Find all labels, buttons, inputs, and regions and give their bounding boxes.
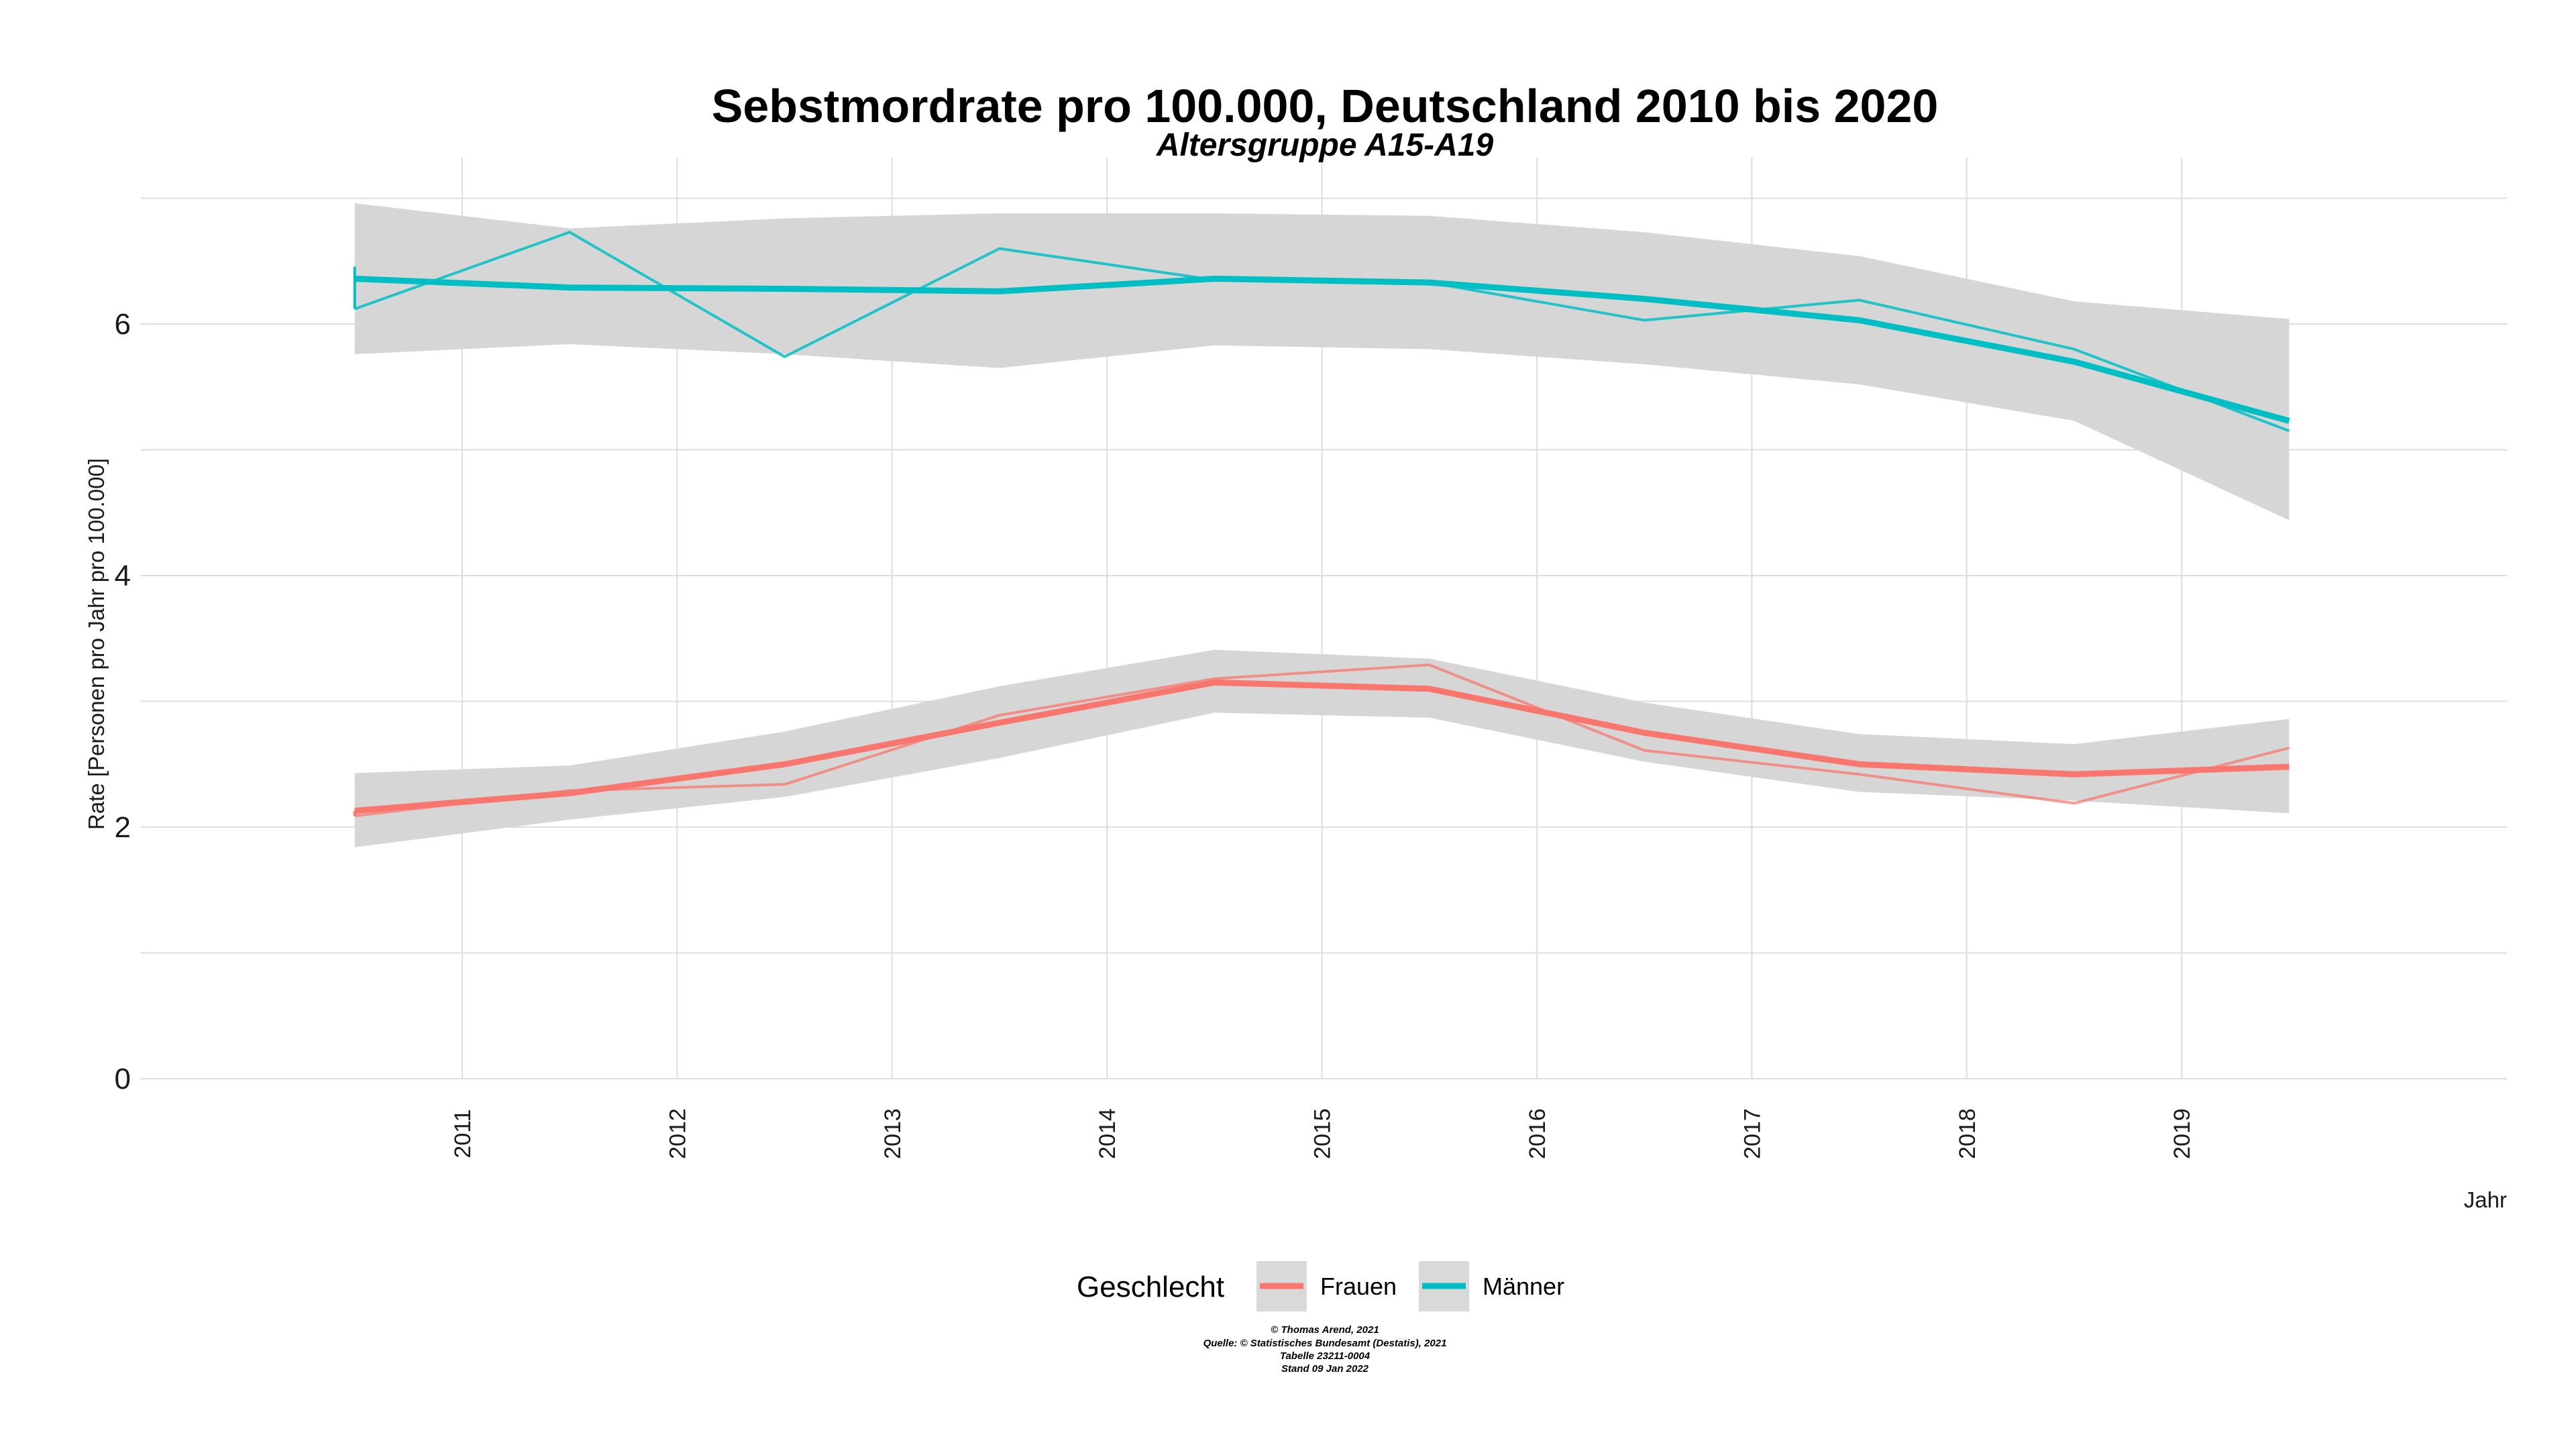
- raw-line-frauen: [354, 663, 2290, 818]
- caption-line-3: Tabelle 23211-0004: [1280, 1350, 1371, 1362]
- x-tick-label: 2018: [1955, 1108, 1980, 1159]
- y-tick-labels: 0 2 4 6: [115, 308, 131, 1095]
- ci-band-maenner: [354, 203, 2290, 521]
- x-tick-label: 2011: [450, 1109, 476, 1158]
- caption-line-2: Quelle: © Statistisches Bundesamt (Desta…: [1203, 1338, 1447, 1349]
- legend: Geschlecht Frauen Männer: [1077, 1261, 1564, 1311]
- x-tick-label: 2019: [2169, 1108, 2195, 1159]
- x-tick-label: 2013: [880, 1108, 906, 1159]
- y-tick-label: 6: [115, 308, 131, 341]
- x-tick-label: 2017: [1739, 1108, 1765, 1159]
- caption-line-4: Stand 09 Jan 2022: [1281, 1363, 1369, 1375]
- confidence-bands: [354, 203, 2290, 847]
- ci-band-frauen: [354, 649, 2290, 847]
- y-tick-label: 2: [115, 811, 131, 844]
- smooth-line-maenner: [354, 276, 2290, 424]
- x-tick-label: 2014: [1095, 1108, 1120, 1159]
- x-tick-label: 2016: [1525, 1108, 1550, 1159]
- x-tick-label: 2015: [1310, 1108, 1336, 1159]
- legend-label-maenner: Männer: [1483, 1273, 1564, 1300]
- caption: © Thomas Arend, 2021 Quelle: © Statistis…: [1203, 1324, 1447, 1375]
- y-tick-label: 0: [115, 1063, 131, 1095]
- smooth-line-frauen: [354, 679, 2290, 814]
- series-lines: [353, 230, 2290, 818]
- x-axis-label: Jahr: [2464, 1187, 2507, 1212]
- chart-subtitle: Altersgruppe A15-A19: [1156, 127, 1494, 163]
- legend-label-frauen: Frauen: [1320, 1273, 1397, 1300]
- y-axis-label: Rate [Personen pro Jahr pro 100.000]: [84, 458, 109, 830]
- legend-title: Geschlecht: [1077, 1271, 1224, 1303]
- x-tick-label: 2012: [665, 1108, 690, 1159]
- chart-title: Sebstmordrate pro 100.000, Deutschland 2…: [712, 80, 1939, 132]
- y-tick-label: 4: [115, 559, 131, 592]
- x-tick-labels: 2011 2012 2013 2014 2015 2016 2017 2018 2019: [450, 1108, 2195, 1159]
- caption-line-1: © Thomas Arend, 2021: [1271, 1324, 1379, 1336]
